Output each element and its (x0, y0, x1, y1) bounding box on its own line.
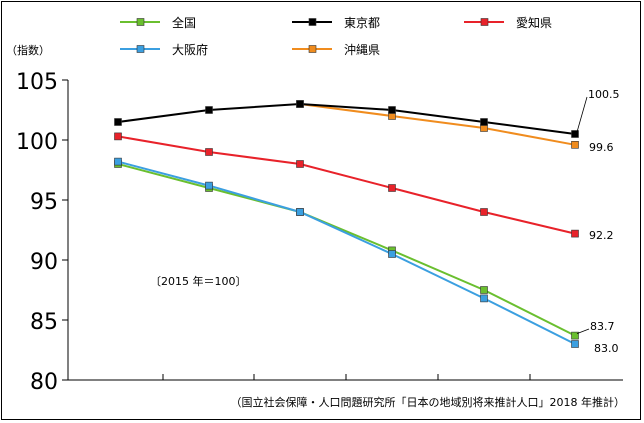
data-point (296, 208, 304, 216)
y-ticks: 80 85 90 95 100 105 (16, 70, 68, 395)
data-point (480, 294, 488, 303)
data-point (114, 132, 122, 141)
y-tick-label: 90 (30, 250, 58, 275)
data-point (571, 229, 579, 238)
legend-swatch-marker (308, 45, 317, 53)
data-point (571, 141, 579, 149)
series-line (117, 160, 576, 345)
end-value-label: 92.2 (589, 229, 614, 242)
y-tick-label: 85 (30, 310, 58, 335)
y-tick-label: 80 (30, 370, 58, 395)
end-value-label: 99.6 (589, 141, 614, 154)
series-line (117, 163, 576, 337)
data-point (571, 340, 579, 348)
data-point (205, 181, 213, 190)
series-line (299, 103, 576, 146)
end-value-label: 83.0 (594, 342, 619, 355)
data-point (114, 157, 122, 166)
legend-label: 沖縄県 (344, 42, 380, 57)
legend-label: 愛知県 (516, 16, 552, 30)
data-point (388, 250, 396, 258)
end-label-leader (576, 328, 590, 334)
y-tick-label: 95 (30, 190, 58, 215)
legend-label: 大阪府 (172, 42, 208, 57)
end-label-leader (576, 96, 588, 133)
data-point (571, 331, 579, 340)
legend-label: 全国 (172, 15, 196, 30)
legend-swatch-marker (136, 45, 145, 53)
source-note: （国立社会保障・人口問題研究所「日本の地域別将来推計人口」2018 年推計） (231, 395, 626, 409)
data-point (480, 118, 488, 126)
end-value-label: 83.7 (590, 320, 615, 333)
legend-label: 東京都 (344, 16, 380, 30)
end-value-label: 100.5 (588, 88, 620, 101)
data-point (388, 184, 396, 192)
legend-swatch-marker (480, 18, 489, 26)
y-tick-label: 105 (16, 70, 58, 95)
data-point (296, 160, 304, 168)
legend-swatch-marker (308, 18, 317, 26)
data-point (480, 208, 488, 216)
series-group (114, 100, 579, 348)
series-line (117, 102, 576, 135)
legend-swatch-marker (136, 18, 145, 26)
data-point (480, 286, 488, 294)
series-line (117, 135, 576, 235)
data-point (571, 130, 579, 138)
y-axis-label: （指数） (6, 43, 50, 57)
base-year-note: 〔2015 年＝100〕 (150, 274, 247, 288)
x-ticks (162, 374, 531, 380)
data-point (205, 148, 213, 156)
data-point (114, 118, 122, 126)
end-labels: 83.7 100.5 92.2 83.0 99.6 (576, 88, 620, 355)
data-point (296, 100, 304, 108)
y-tick-label: 100 (16, 130, 58, 155)
data-point (205, 106, 213, 114)
data-point (388, 106, 396, 114)
